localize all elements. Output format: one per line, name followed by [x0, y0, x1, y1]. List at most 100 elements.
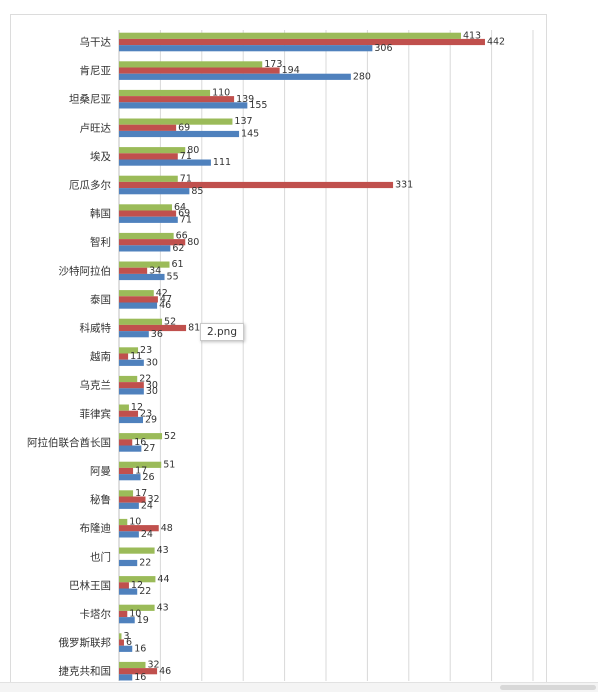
bar-series-2 [119, 124, 177, 131]
data-label: 16 [134, 437, 146, 448]
data-label: 80 [187, 145, 199, 156]
data-label: 139 [236, 94, 254, 105]
bar-series-2 [119, 639, 124, 646]
data-label: 34 [149, 265, 161, 276]
bar-series-1 [119, 147, 186, 154]
data-label: 66 [176, 231, 188, 242]
data-label: 69 [178, 122, 190, 133]
category-label: 越南 [90, 350, 111, 363]
data-label: 46 [159, 666, 171, 677]
data-label: 6 [126, 637, 132, 648]
data-label: 11 [130, 351, 142, 362]
category-label: 捷克共和国 [59, 665, 112, 678]
bar-series-1 [119, 175, 178, 182]
bars [119, 32, 485, 681]
bar-series-1 [119, 576, 156, 583]
category-label: 乌干达 [80, 36, 112, 49]
data-label: 17 [135, 466, 147, 477]
bar-series-1 [119, 661, 146, 669]
data-label: 36 [151, 329, 163, 340]
data-label: 10 [129, 609, 141, 620]
bar-series-2 [119, 410, 139, 417]
bar-series-3 [119, 73, 351, 80]
bar-series-2 [119, 439, 133, 446]
data-label: 81 [188, 323, 200, 334]
category-label: 巴林王国 [69, 579, 111, 592]
bar-series-3 [119, 216, 178, 223]
bar-series-2 [119, 181, 394, 189]
bar-series-2 [119, 525, 159, 532]
bar-series-1 [119, 232, 174, 240]
data-label: 30 [146, 386, 158, 397]
bar-series-1 [119, 89, 211, 97]
bar-series-3 [119, 159, 211, 166]
data-label: 52 [164, 431, 176, 442]
bar-series-2 [119, 210, 177, 217]
data-label: 43 [157, 545, 169, 556]
bar-series-2 [119, 582, 129, 589]
data-label: 22 [139, 586, 151, 597]
category-label: 布隆迪 [80, 522, 112, 535]
scrollbar-thumb[interactable] [500, 685, 596, 690]
data-label: 145 [241, 129, 259, 140]
bar-series-2 [119, 668, 158, 675]
data-label: 173 [264, 59, 282, 70]
category-label: 埃及 [90, 150, 111, 163]
horizontal-scrollbar[interactable] [0, 682, 598, 692]
category-label: 科威特 [80, 322, 112, 335]
data-label: 71 [180, 151, 192, 162]
bar-series-3 [119, 531, 139, 538]
bar-series-3 [119, 388, 144, 395]
bar-series-2 [119, 67, 280, 74]
bar-series-1 [119, 547, 155, 554]
bar-series-2 [119, 467, 134, 475]
labels: 乌干达413442306肯尼亚173194280坦桑尼亚110139155卢旺达… [27, 30, 505, 683]
bar-series-3 [119, 617, 135, 624]
bar-series-1 [119, 32, 461, 39]
category-label: 坦桑尼亚 [69, 93, 111, 106]
bar-series-2 [119, 496, 146, 503]
bar-series-3 [119, 331, 149, 338]
data-label: 3 [123, 631, 129, 642]
bar-series-2 [119, 382, 144, 389]
data-label: 280 [353, 71, 371, 82]
data-label: 10 [129, 517, 141, 528]
data-label: 16 [134, 672, 146, 683]
data-label: 80 [187, 237, 199, 248]
bar-series-3 [119, 273, 165, 281]
category-label: 卢旺达 [80, 121, 112, 134]
data-label: 32 [147, 494, 159, 505]
bar-series-1 [119, 633, 122, 640]
category-label: 沙特阿拉伯 [59, 264, 112, 277]
bar-series-3 [119, 45, 373, 52]
category-label: 俄罗斯联邦 [59, 636, 112, 649]
data-label: 71 [180, 214, 192, 225]
data-label: 44 [157, 574, 169, 585]
data-label: 306 [374, 43, 392, 54]
bar-series-3 [119, 474, 141, 481]
category-label: 阿拉伯联合酋长国 [27, 436, 111, 449]
category-label: 厄瓜多尔 [69, 179, 111, 192]
bar-series-1 [119, 433, 163, 440]
data-label: 24 [141, 500, 153, 511]
chart-frame [10, 14, 547, 684]
tooltip: 2.png [200, 323, 245, 341]
bar-series-3 [119, 102, 248, 109]
data-label: 51 [163, 459, 175, 470]
data-label: 17 [135, 488, 147, 499]
data-label: 22 [139, 558, 151, 569]
category-label: 泰国 [90, 293, 111, 306]
bar-series-1 [119, 290, 154, 297]
category-label: 肯尼亚 [80, 64, 112, 77]
data-label: 30 [146, 380, 158, 391]
bar-series-3 [119, 502, 139, 509]
category-label: 卡塔尔 [80, 608, 112, 621]
data-label: 194 [282, 65, 300, 76]
bar-series-1 [119, 604, 155, 611]
data-label: 32 [147, 660, 159, 671]
bar-series-3 [119, 130, 240, 138]
bar-series-3 [119, 188, 190, 195]
bar-series-3 [119, 559, 138, 567]
data-label: 62 [172, 243, 184, 254]
